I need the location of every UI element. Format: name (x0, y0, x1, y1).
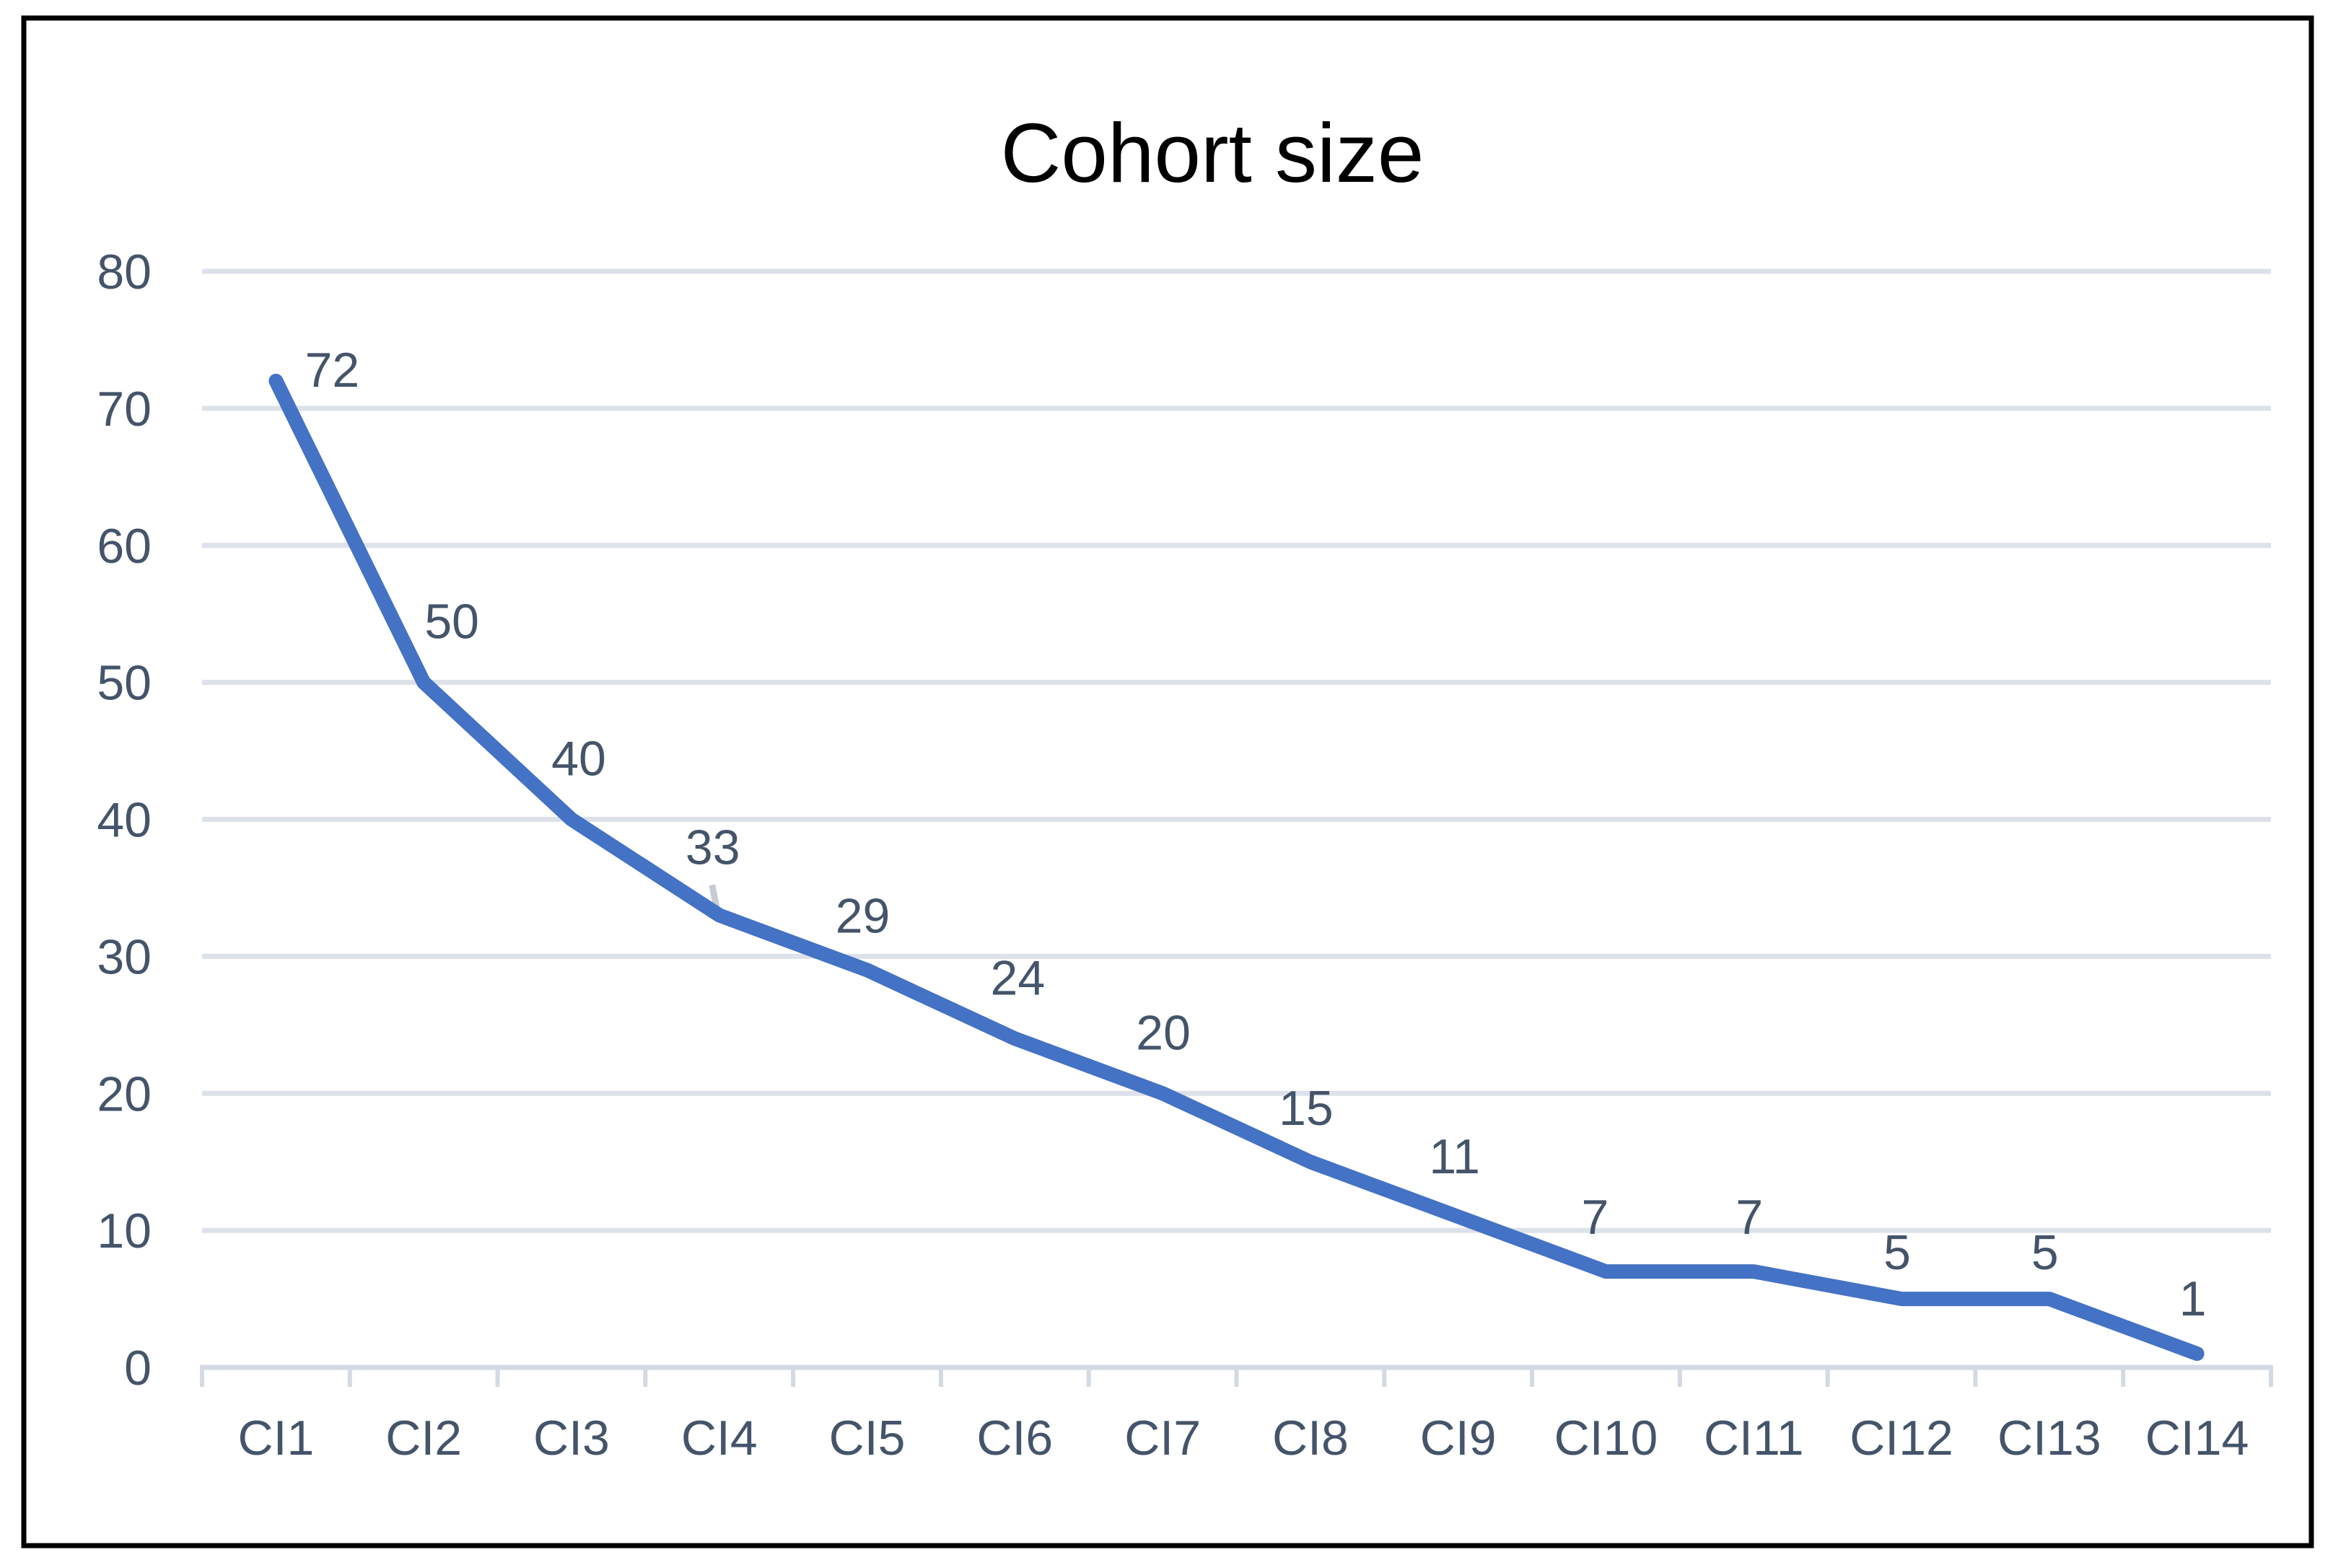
y-axis-tick-label: 60 (97, 519, 152, 574)
y-axis-tick-label: 20 (97, 1066, 152, 1121)
series-line-group (268, 373, 2205, 1362)
x-axis-category-label: CI9 (1420, 1411, 1497, 1466)
cohort-size-series-line (268, 373, 2205, 1362)
data-point-label: 5 (2031, 1225, 2059, 1280)
data-point-label: 72 (305, 343, 360, 398)
x-axis-group (200, 1365, 2273, 1387)
x-axis-category-label: CI1 (237, 1411, 314, 1466)
x-axis-category-label: CI3 (533, 1411, 610, 1466)
data-point-label: 5 (1883, 1225, 1911, 1280)
x-axis-category-label: CI2 (385, 1411, 462, 1466)
data-labels-group: 72 50 40 33 29 24 20 15 11 7 7 5 5 1 (305, 343, 2207, 1326)
x-axis-labels-group: CI1 CI2 CI3 CI4 CI5 CI6 CI7 CI8 CI9 CI10 CI11 CI12 C… (237, 1411, 2249, 1466)
x-axis-category-label: CI13 (1997, 1411, 2101, 1466)
x-axis-category-label: CI4 (681, 1411, 758, 1466)
y-axis-tick-label: 30 (97, 929, 152, 984)
x-axis-category-label: CI5 (829, 1411, 906, 1466)
data-point-label: 50 (424, 595, 479, 649)
data-point-label: 24 (991, 950, 1046, 1005)
gridlines-group (202, 268, 2271, 1233)
data-point-label: 20 (1136, 1005, 1191, 1060)
y-axis-tick-label: 10 (97, 1204, 152, 1258)
chart-title: Cohort size (1001, 106, 1424, 200)
data-point-label: 7 (1735, 1190, 1763, 1245)
y-axis-tick-label: 0 (124, 1341, 152, 1396)
data-point-label: 1 (2179, 1271, 2207, 1326)
x-axis-category-label: CI12 (1850, 1411, 1953, 1466)
x-axis-category-label: CI14 (2145, 1411, 2249, 1466)
data-point-label: 29 (836, 888, 890, 943)
y-axis-tick-label: 70 (97, 382, 152, 437)
data-point-label: 11 (1429, 1129, 1480, 1184)
y-axis-labels-group: 0 10 20 30 40 50 60 70 80 (97, 245, 152, 1396)
x-axis-category-label: CI7 (1124, 1411, 1201, 1466)
x-axis-category-label: CI8 (1272, 1411, 1349, 1466)
x-axis-category-label: CI6 (976, 1411, 1053, 1466)
x-axis-category-label: CI10 (1554, 1411, 1658, 1466)
y-axis-tick-label: 40 (97, 793, 152, 848)
frame-border-rect (21, 15, 2314, 1549)
y-axis-tick-label: 80 (97, 245, 152, 299)
data-point-label: 15 (1279, 1081, 1334, 1136)
data-point-label: 33 (686, 820, 740, 875)
data-point-label: 40 (551, 732, 606, 787)
data-point-label: 7 (1582, 1190, 1609, 1245)
y-axis-tick-label: 50 (97, 656, 152, 711)
x-axis-category-label: CI11 (1704, 1411, 1804, 1466)
